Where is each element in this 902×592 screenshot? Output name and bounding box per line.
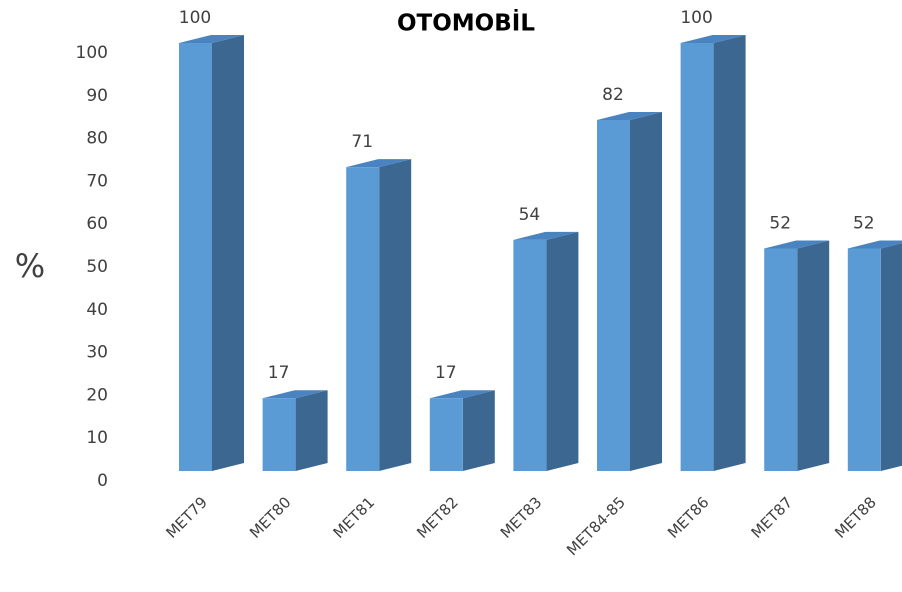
chart-title: OTOMOBİL	[397, 9, 535, 37]
y-tick-label: 60	[86, 214, 108, 234]
x-tick-label: MET88	[831, 493, 880, 542]
x-tick-label: MET84-85	[563, 493, 629, 559]
x-tick-label: MET86	[664, 493, 713, 542]
y-tick-label: 20	[86, 385, 108, 405]
bar	[262, 390, 328, 471]
bar-side	[295, 390, 328, 471]
bar-front	[597, 120, 630, 471]
x-tick-label: MET83	[497, 493, 546, 542]
bar	[179, 35, 244, 471]
bar-top	[513, 231, 579, 240]
x-tick-label: MET81	[330, 493, 379, 542]
y-tick-label: 90	[86, 86, 108, 106]
bar-side	[379, 159, 412, 471]
bar-top	[764, 240, 830, 249]
bar-front	[346, 167, 380, 471]
data-label: 71	[351, 132, 373, 152]
bar-side	[212, 35, 244, 471]
data-label: 52	[853, 213, 875, 233]
bar-side	[462, 390, 495, 471]
bar	[346, 159, 412, 471]
bar-top	[597, 112, 662, 121]
y-tick-label: 70	[86, 171, 108, 191]
y-tick-label: 100	[76, 43, 108, 63]
y-tick-label: 30	[86, 343, 108, 363]
bar-top	[680, 35, 746, 43]
bar-front	[764, 248, 798, 471]
y-tick-label: 50	[86, 257, 108, 277]
data-label: 54	[519, 205, 541, 225]
bar-front	[847, 248, 881, 471]
y-tick-label: 80	[86, 129, 108, 149]
data-label: 100	[680, 8, 712, 28]
data-label: 100	[179, 8, 211, 28]
bar-front	[429, 398, 463, 471]
bar-front	[513, 239, 547, 471]
bar-side	[797, 240, 830, 471]
x-tick-label: MET82	[413, 493, 462, 542]
bar	[680, 35, 746, 471]
bar-front	[262, 398, 296, 471]
bar-top	[847, 240, 902, 249]
bar	[429, 390, 495, 471]
bar-top	[429, 390, 495, 399]
bar-front	[680, 43, 714, 471]
bar-top	[262, 390, 328, 399]
bar-top	[346, 159, 412, 168]
y-tick-label: 0	[97, 471, 108, 491]
x-tick-label: MET87	[748, 493, 797, 542]
bar-side	[630, 112, 662, 471]
bar-top	[179, 35, 244, 43]
x-tick-label: MET80	[246, 493, 295, 542]
y-tick-label: 40	[86, 300, 108, 320]
data-label: 52	[769, 213, 791, 233]
bar-side	[546, 231, 579, 471]
y-axis-label: %	[15, 247, 45, 285]
data-label: 82	[602, 85, 624, 105]
bar-side	[880, 243, 902, 471]
x-tick-label: MET79	[162, 493, 211, 542]
bar-front	[179, 43, 212, 471]
bar-side	[713, 35, 746, 471]
data-label: 17	[268, 363, 290, 383]
bar	[764, 240, 830, 471]
bar	[513, 231, 579, 471]
bar	[847, 240, 902, 471]
data-label: 17	[435, 363, 457, 383]
bar	[597, 112, 662, 471]
y-tick-label: 10	[86, 428, 108, 448]
